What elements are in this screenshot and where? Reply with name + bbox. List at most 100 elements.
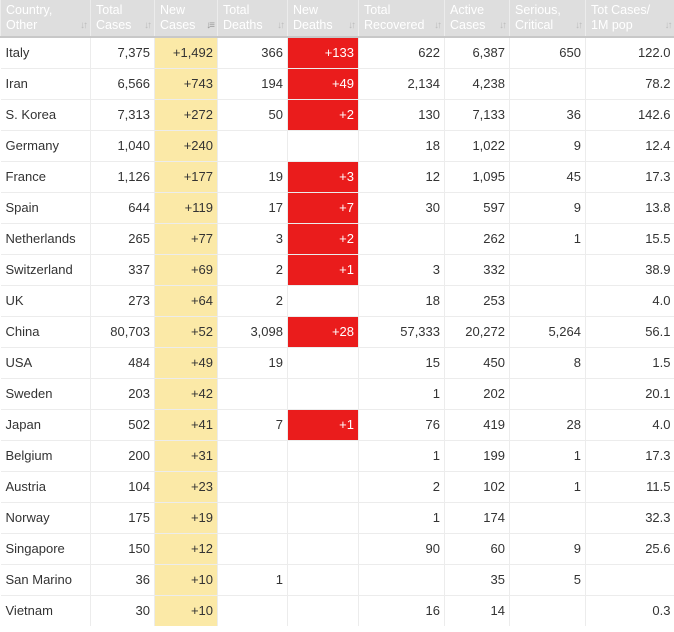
table-row: Switzerland 337 +69 2 +1 3 332 38.9 [0,254,674,286]
country-cell[interactable]: Netherlands [0,223,91,255]
column-header-tot-cases-per-1m[interactable]: Tot Cases/ 1M pop ↓↑ [585,0,674,38]
sort-arrows-icon[interactable]: ↓↑ [80,20,88,31]
table-row: Italy 7,375 +1,492 366 +133 622 6,387 650 122.0 [0,37,674,69]
country-cell[interactable]: Singapore [0,533,91,565]
table-row: Sweden 203 +42 1 202 20.1 [0,378,674,410]
tot-cases-per-1m-cell: 20.1 [585,378,674,410]
sort-arrows-icon[interactable]: ↓↑ [499,20,507,31]
country-cell[interactable]: Japan [0,409,91,441]
new-deaths-cell [287,440,359,472]
column-header-serious-critical[interactable]: Serious, Critical ↓↑ [509,0,586,38]
column-header-total-cases[interactable]: Total Cases ↓↑ [90,0,155,38]
sort-arrows-icon[interactable]: ↓↑ [348,20,356,31]
tot-cases-per-1m-cell [585,564,674,596]
tot-cases-per-1m-cell: 12.4 [585,130,674,162]
sort-arrows-icon[interactable]: ↓↑ [434,20,442,31]
active-cases-cell: 35 [444,564,510,596]
country-cell[interactable]: Italy [0,37,91,69]
sort-descending-icon[interactable]: ↓≡ [206,20,215,31]
total-cases-cell: 1,040 [90,130,155,162]
country-cell[interactable]: China [0,316,91,348]
header-line: Serious, [515,3,561,17]
table-row: Iran 6,566 +743 194 +49 2,134 4,238 78.2 [0,68,674,100]
new-cases-cell: +240 [154,130,218,162]
country-cell[interactable]: USA [0,347,91,379]
country-cell[interactable]: Norway [0,502,91,534]
total-cases-cell: 203 [90,378,155,410]
total-cases-cell: 484 [90,347,155,379]
country-cell[interactable]: San Marino [0,564,91,596]
new-deaths-cell: +7 [287,192,359,224]
country-cell[interactable]: Sweden [0,378,91,410]
new-cases-cell: +23 [154,471,218,503]
new-cases-cell: +42 [154,378,218,410]
header-line: Cases [160,18,196,32]
tot-cases-per-1m-cell: 4.0 [585,285,674,317]
sort-arrows-icon[interactable]: ↓↑ [575,20,583,31]
tot-cases-per-1m-cell: 56.1 [585,316,674,348]
total-deaths-cell [217,378,288,410]
column-header-active-cases[interactable]: Active Cases ↓↑ [444,0,510,38]
sort-arrows-icon[interactable]: ↓↑ [277,20,285,31]
total-cases-cell: 7,375 [90,37,155,69]
total-cases-cell: 80,703 [90,316,155,348]
header-line: Other [6,18,38,32]
tot-cases-per-1m-cell: 32.3 [585,502,674,534]
country-cell[interactable]: Spain [0,192,91,224]
total-deaths-cell: 7 [217,409,288,441]
country-cell[interactable]: Vietnam [5,603,53,619]
total-deaths-cell [217,502,288,534]
column-header-total-deaths[interactable]: Total Deaths ↓↑ [217,0,288,38]
total-deaths-cell: 3,098 [217,316,288,348]
column-header-total-recovered[interactable]: Total Recovered ↓↑ [358,0,445,38]
serious-critical-cell: 8 [509,347,586,379]
total-deaths-cell: 366 [217,37,288,69]
total-cases-cell: 644 [90,192,155,224]
serious-critical-cell: 9 [509,130,586,162]
active-cases-cell: 4,238 [444,68,510,100]
tot-cases-per-1m-cell: 4.0 [585,409,674,441]
country-cell[interactable]: Switzerland [0,254,91,286]
country-cell[interactable]: France [0,161,91,193]
tot-cases-per-1m-cell: 142.6 [585,99,674,131]
country-cell[interactable]: Germany [0,130,91,162]
new-cases-cell: +119 [154,192,218,224]
country-cell[interactable]: Iran [0,68,91,100]
new-cases-cell: +743 [154,68,218,100]
total-deaths-cell: 50 [217,99,288,131]
total-recovered-cell: 90 [358,533,445,565]
country-cell[interactable]: Austria [0,471,91,503]
new-deaths-cell [287,378,359,410]
sort-arrows-icon[interactable]: ↓↑ [144,20,152,31]
column-header-new-deaths[interactable]: New Deaths ↓↑ [287,0,359,38]
header-line: Total [364,3,391,17]
column-header-country[interactable]: Country, Other ↓↑ [0,0,91,38]
country-cell[interactable]: S. Korea [0,99,91,131]
total-recovered-cell: 15 [358,347,445,379]
country-cell[interactable]: Belgium [0,440,91,472]
total-deaths-cell: 19 [217,161,288,193]
total-deaths-cell: 194 [217,68,288,100]
table-row: Vietnam 30 +10 16 14 0.3 [1,595,674,626]
country-cell[interactable]: UK [0,285,91,317]
new-cases-cell: +19 [154,502,218,534]
new-cases-cell: +52 [154,316,218,348]
active-cases-cell: 199 [444,440,510,472]
total-cases-cell: 273 [90,285,155,317]
serious-critical-cell: 28 [509,409,586,441]
serious-critical-cell: 36 [509,99,586,131]
new-cases-cell: +272 [154,99,218,131]
serious-critical-cell [509,502,586,534]
column-header-new-cases[interactable]: New Cases ↓≡ [154,0,218,38]
sort-arrows-icon[interactable]: ↓↑ [664,20,673,31]
active-cases-cell: 1,095 [444,161,510,193]
total-deaths-cell: 19 [217,347,288,379]
total-recovered-cell [358,564,445,596]
tot-cases-per-1m-cell: 11.5 [585,471,674,503]
total-recovered-cell: 1 [358,502,445,534]
header-line: Critical [515,18,554,32]
new-cases-cell: +177 [154,161,218,193]
total-deaths-cell: 2 [217,254,288,286]
header-line: Cases [450,18,486,32]
table-row: France 1,126 +177 19 +3 12 1,095 45 17.3 [0,161,674,193]
